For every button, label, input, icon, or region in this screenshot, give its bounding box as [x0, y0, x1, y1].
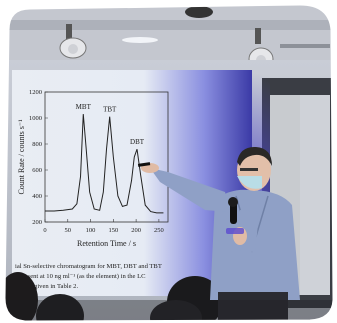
slide-caption-line: s present at 10 ng ml⁻¹ (as the element)… — [15, 273, 146, 280]
y-tick-label: 1200 — [29, 89, 42, 96]
ceiling-projector — [185, 6, 213, 18]
peak-label: MBT — [76, 103, 92, 111]
y-axis-label: Count Rate / counts s⁻¹ — [17, 119, 26, 195]
ceiling-light — [122, 37, 158, 43]
slide-caption-line: ial Sn-selective chromatogram for MBT, D… — [15, 263, 162, 270]
audience — [4, 272, 223, 322]
plot-frame — [44, 91, 169, 223]
x-tick-label: 0 — [43, 227, 46, 234]
y-tick-label: 400 — [32, 193, 42, 200]
x-tick-label: 150 — [108, 227, 118, 234]
audience-head — [36, 294, 84, 322]
spotlight-left — [59, 24, 87, 59]
x-tick-label: 50 — [65, 227, 72, 234]
laser-pointer — [137, 162, 151, 167]
projection-screen — [12, 70, 252, 296]
presenter-trousers — [218, 292, 288, 322]
presenter — [137, 146, 300, 322]
x-tick-label: 250 — [154, 227, 164, 234]
presenter-arm — [150, 168, 230, 212]
y-tick-label: 800 — [32, 141, 42, 148]
peak-label: DBT — [130, 138, 145, 146]
chromatogram-line — [45, 114, 164, 214]
audience-head — [150, 300, 202, 322]
y-tick-label: 1000 — [29, 115, 42, 122]
y-tick-label: 200 — [32, 219, 42, 226]
ceiling — [4, 4, 334, 60]
slide-caption-line: ars are given in Table 2. — [15, 283, 78, 290]
x-axis-label: Retention Time / s — [77, 239, 136, 248]
peak-label: TBT — [103, 106, 117, 114]
x-tick-label: 100 — [86, 227, 96, 234]
y-tick-label: 600 — [32, 167, 42, 174]
face-mask — [237, 176, 262, 189]
presenter-hair — [237, 146, 272, 166]
x-tick-label: 200 — [131, 227, 141, 234]
